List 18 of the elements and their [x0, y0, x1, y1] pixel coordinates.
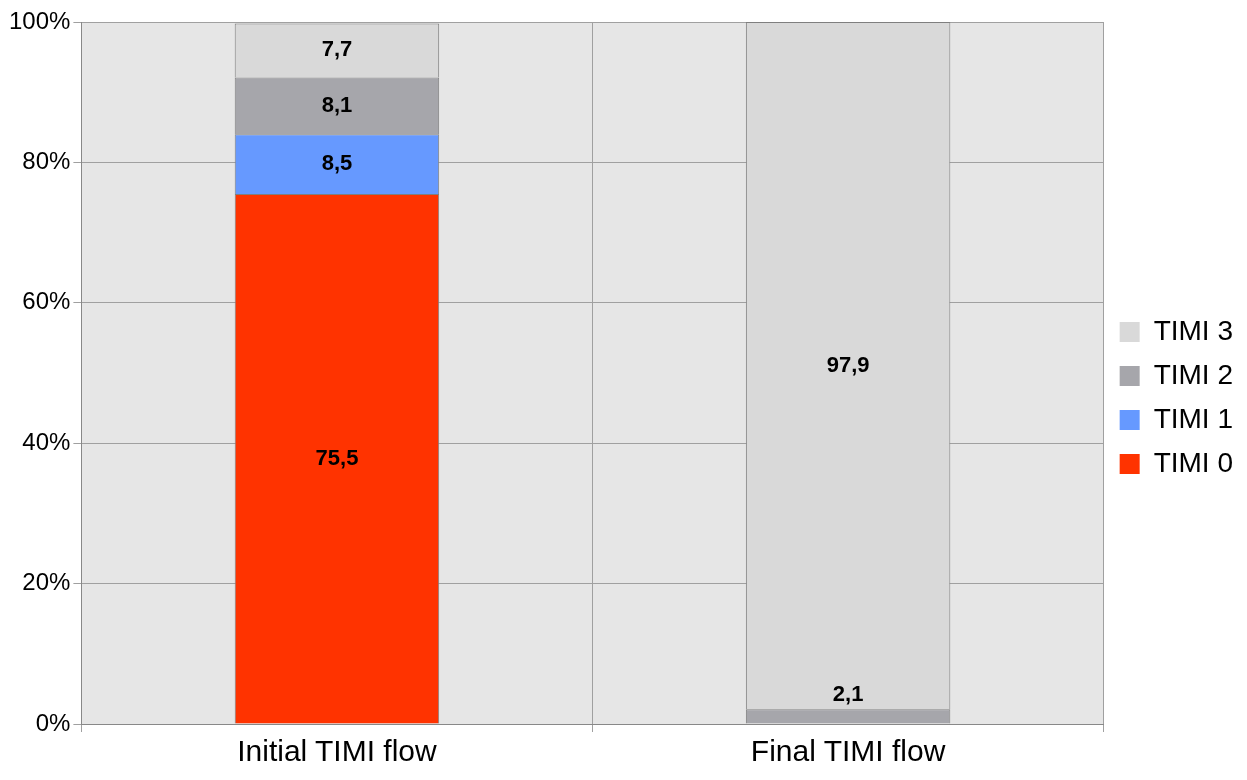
data-label: 97,9	[826, 351, 870, 377]
y-tick-label: 80%	[22, 147, 71, 175]
y-tick-label: 40%	[22, 427, 71, 455]
x-tick-label: Initial TIMI flow	[237, 734, 438, 768]
data-label: 8,1	[321, 91, 353, 117]
y-tick-label: 60%	[22, 287, 71, 315]
x-tick-label: Final TIMI flow	[750, 734, 946, 768]
legend-label: TIMI 1	[1153, 402, 1234, 434]
legend-label: TIMI 3	[1153, 314, 1234, 346]
legend-label: TIMI 2	[1153, 358, 1234, 390]
data-label: 8,5	[321, 150, 353, 176]
data-label: 75,5	[315, 444, 359, 470]
y-tick-label: 20%	[22, 568, 71, 596]
y-tick-label: 100%	[8, 6, 71, 34]
data-label: 7,7	[321, 36, 353, 62]
legend-label: TIMI 0	[1153, 446, 1234, 478]
data-label: 2,1	[832, 681, 864, 707]
y-tick-label: 0%	[35, 708, 71, 736]
